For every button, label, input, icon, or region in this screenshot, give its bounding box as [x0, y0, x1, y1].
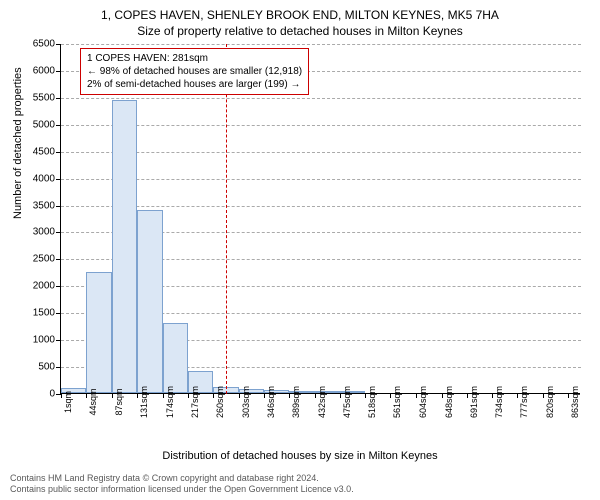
y-tick	[56, 152, 61, 153]
chart-title-address: 1, COPES HAVEN, SHENLEY BROOK END, MILTO…	[0, 8, 600, 22]
y-tick-label: 2500	[15, 254, 55, 265]
annotation-box: 1 COPES HAVEN: 281sqm← 98% of detached h…	[80, 48, 309, 95]
y-tick-label: 1000	[15, 335, 55, 346]
x-tick	[442, 393, 443, 398]
y-gridline	[61, 44, 581, 45]
x-tick	[61, 393, 62, 398]
x-tick	[112, 393, 113, 398]
y-tick-label: 4500	[15, 146, 55, 157]
x-tick	[568, 393, 569, 398]
y-tick-label: 3000	[15, 227, 55, 238]
y-tick	[56, 125, 61, 126]
y-axis-label: Number of detached properties	[12, 67, 24, 219]
y-tick-label: 1500	[15, 308, 55, 319]
y-tick	[56, 286, 61, 287]
x-tick	[315, 393, 316, 398]
x-tick-label: 174sqm	[165, 386, 175, 418]
y-tick-label: 3500	[15, 200, 55, 211]
footer-attribution: Contains HM Land Registry data © Crown c…	[10, 473, 354, 496]
x-tick-label: 389sqm	[291, 386, 301, 418]
x-tick-label: 863sqm	[570, 386, 580, 418]
x-tick	[264, 393, 265, 398]
y-tick	[56, 179, 61, 180]
histogram-bar	[86, 272, 111, 393]
x-tick-label: 820sqm	[545, 386, 555, 418]
x-tick-label: 131sqm	[139, 386, 149, 418]
x-tick-label: 1sqm	[63, 391, 73, 413]
x-tick-label: 346sqm	[266, 386, 276, 418]
x-tick-label: 217sqm	[190, 386, 200, 418]
x-tick-label: 561sqm	[392, 386, 402, 418]
x-tick-label: 691sqm	[469, 386, 479, 418]
y-tick	[56, 98, 61, 99]
footer-line2: Contains public sector information licen…	[10, 484, 354, 496]
histogram-bar	[163, 323, 188, 393]
y-tick	[56, 232, 61, 233]
x-tick	[416, 393, 417, 398]
y-tick	[56, 71, 61, 72]
annotation-line: ← 98% of detached houses are smaller (12…	[87, 65, 302, 78]
x-tick-label: 518sqm	[367, 386, 377, 418]
chart-title-desc: Size of property relative to detached ho…	[0, 24, 600, 38]
annotation-line: 1 COPES HAVEN: 281sqm	[87, 52, 302, 65]
histogram-bar	[112, 100, 138, 393]
histogram-chart: 1, COPES HAVEN, SHENLEY BROOK END, MILTO…	[0, 0, 600, 500]
x-tick	[188, 393, 189, 398]
y-tick-label: 500	[15, 362, 55, 373]
property-marker-line	[226, 44, 227, 394]
y-tick-label: 6000	[15, 65, 55, 76]
y-gridline	[61, 125, 581, 126]
x-tick-label: 44sqm	[88, 388, 98, 415]
x-tick	[340, 393, 341, 398]
x-tick	[163, 393, 164, 398]
y-tick-label: 0	[15, 389, 55, 400]
x-tick-label: 260sqm	[215, 386, 225, 418]
x-tick	[467, 393, 468, 398]
y-tick	[56, 206, 61, 207]
x-tick	[365, 393, 366, 398]
x-tick-label: 475sqm	[342, 386, 352, 418]
y-gridline	[61, 152, 581, 153]
y-gridline	[61, 98, 581, 99]
y-tick	[56, 44, 61, 45]
y-tick-label: 6500	[15, 39, 55, 50]
x-tick-label: 604sqm	[418, 386, 428, 418]
y-tick	[56, 259, 61, 260]
y-tick	[56, 313, 61, 314]
y-tick-label: 2000	[15, 281, 55, 292]
y-tick-label: 4000	[15, 173, 55, 184]
x-tick-label: 432sqm	[317, 386, 327, 418]
footer-line1: Contains HM Land Registry data © Crown c…	[10, 473, 354, 485]
y-tick	[56, 340, 61, 341]
y-gridline	[61, 179, 581, 180]
histogram-bar	[137, 210, 162, 393]
y-tick-label: 5500	[15, 92, 55, 103]
x-tick-label: 303sqm	[241, 386, 251, 418]
x-tick-label: 87sqm	[114, 388, 124, 415]
x-tick	[543, 393, 544, 398]
annotation-line: 2% of semi-detached houses are larger (1…	[87, 78, 302, 91]
x-tick-label: 734sqm	[494, 386, 504, 418]
x-axis-label: Distribution of detached houses by size …	[0, 450, 600, 462]
x-tick	[239, 393, 240, 398]
x-tick-label: 648sqm	[444, 386, 454, 418]
x-tick-label: 777sqm	[519, 386, 529, 418]
y-gridline	[61, 206, 581, 207]
plot-area	[60, 44, 580, 394]
y-tick-label: 5000	[15, 119, 55, 130]
y-tick	[56, 367, 61, 368]
